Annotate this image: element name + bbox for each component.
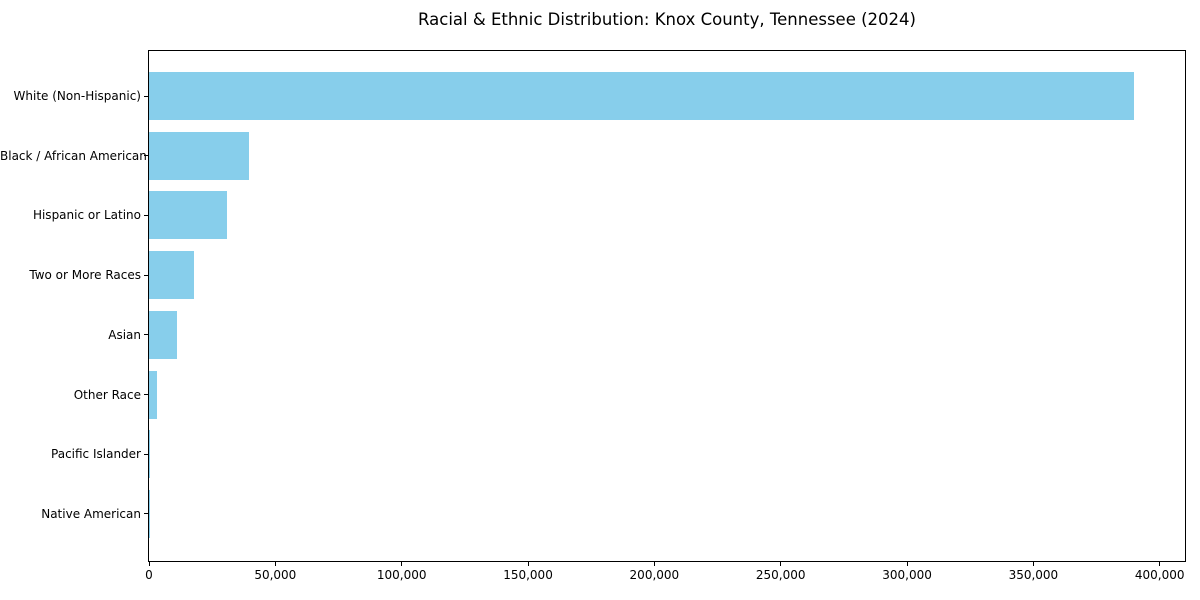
y-tick-label-hispanic-or-latino: Hispanic or Latino xyxy=(32,208,141,223)
x-tick-mark xyxy=(401,562,403,566)
y-tick-mark xyxy=(144,394,148,396)
y-tick-mark xyxy=(144,274,148,276)
bar-pacific-islander xyxy=(149,430,150,479)
bar-other-race xyxy=(149,370,157,419)
x-tick-label-400000: 400,000 xyxy=(1134,568,1185,582)
bar-native-american xyxy=(149,489,150,538)
y-tick-label-other-race: Other Race xyxy=(73,387,141,402)
y-tick-mark xyxy=(144,95,148,97)
y-tick-label-two-or-more-races: Two or More Races xyxy=(29,268,141,283)
plot-area xyxy=(148,50,1186,562)
x-tick-label-100000: 100,000 xyxy=(376,568,427,582)
x-tick-mark xyxy=(653,562,655,566)
y-tick-label-black-african-american: Black / African American xyxy=(0,148,147,163)
x-tick-label-300000: 300,000 xyxy=(882,568,932,582)
x-tick-mark xyxy=(1159,562,1161,566)
x-tick-mark xyxy=(274,562,276,566)
bar-two-or-more-races xyxy=(149,251,195,300)
x-tick-mark xyxy=(527,562,529,566)
y-tick-mark xyxy=(144,214,148,216)
x-tick-label-200000: 200,000 xyxy=(629,568,680,582)
y-tick-mark xyxy=(144,155,148,157)
x-tick-mark xyxy=(1032,562,1034,566)
x-tick-mark xyxy=(148,562,150,566)
bar-white-non-hispanic xyxy=(149,72,1135,120)
bar-asian xyxy=(149,310,177,359)
y-tick-label-pacific-islander: Pacific Islander xyxy=(51,447,141,462)
x-tick-label-50000: 50,000 xyxy=(254,568,297,582)
y-tick-mark xyxy=(144,513,148,515)
x-tick-label-250000: 250,000 xyxy=(755,568,806,582)
x-tick-label-150000: 150,000 xyxy=(503,568,553,582)
x-tick-mark xyxy=(780,562,782,566)
y-tick-mark xyxy=(144,453,148,455)
bar-black-african-american xyxy=(149,131,249,180)
bar-hispanic-or-latino xyxy=(149,191,228,240)
x-tick-mark xyxy=(906,562,908,566)
x-tick-label-0: 0 xyxy=(145,568,153,582)
y-tick-label-white-non-hispanic: White (Non-Hispanic) xyxy=(13,89,141,103)
y-tick-label-asian: Asian xyxy=(108,327,141,342)
x-tick-label-350000: 350,000 xyxy=(1008,568,1059,582)
y-tick-label-native-american: Native American xyxy=(41,506,141,521)
chart-title: Racial & Ethnic Distribution: Knox Count… xyxy=(418,10,916,29)
y-tick-mark xyxy=(144,334,148,336)
